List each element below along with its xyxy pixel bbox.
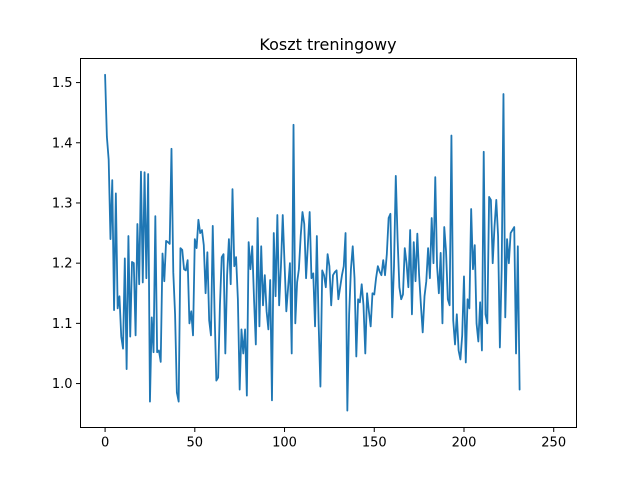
y-tick-label: 1.3 (52, 196, 73, 211)
y-tick-label: 1.1 (52, 317, 73, 332)
y-axis: 1.0 1.1 1.2 1.3 1.4 1.5 (52, 76, 81, 392)
x-tick-label: 150 (362, 436, 387, 451)
series-line-0 (104, 73, 521, 412)
x-axis: 0 50 100 150 200 250 (101, 427, 566, 451)
x-tick-label: 0 (101, 436, 109, 451)
x-tick-label: 200 (452, 436, 477, 451)
chart-title: Koszt treningowy (259, 35, 396, 54)
x-tick-label: 50 (187, 436, 204, 451)
y-tick-label: 1.0 (52, 377, 73, 392)
x-tick-label: 100 (272, 436, 297, 451)
y-tick-label: 1.4 (52, 136, 73, 151)
axes-frame (80, 58, 577, 428)
x-tick-label: 250 (541, 436, 566, 451)
y-tick-label: 1.2 (52, 257, 73, 272)
y-tick-label: 1.5 (52, 76, 73, 91)
plot-area (104, 73, 521, 412)
